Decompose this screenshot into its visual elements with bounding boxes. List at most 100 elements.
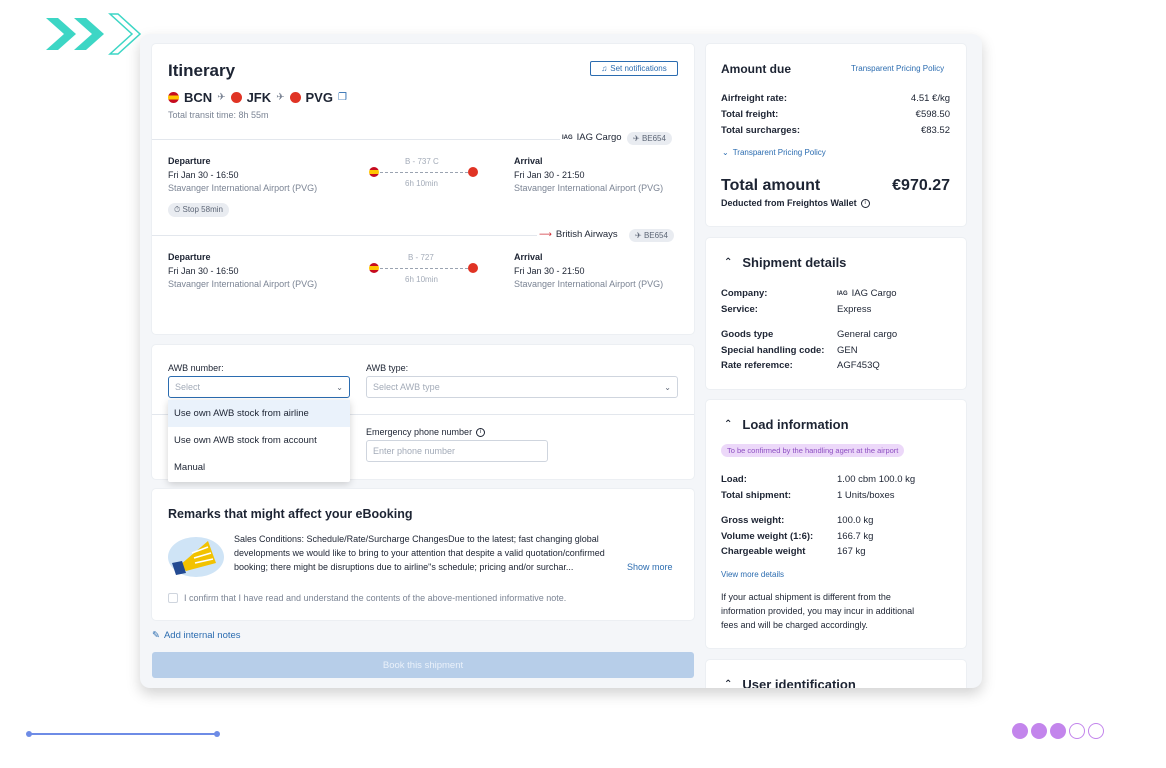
pricing-policy-expand[interactable]: ⌄ Transparent Pricing Policy xyxy=(722,148,826,157)
slider-end-handle[interactable] xyxy=(214,731,220,737)
detail-value: IAG IAG Cargo xyxy=(837,288,897,299)
set-notifications-button[interactable]: ♫ Set notifications xyxy=(590,61,678,76)
confirm-checkbox[interactable] xyxy=(168,593,178,603)
plane-icon: ✈ xyxy=(635,231,642,240)
departure-airport: Stavanger International Airport (PVG) xyxy=(168,183,318,193)
load-information-header[interactable]: ⌃ Load information xyxy=(724,417,849,432)
book-shipment-button[interactable]: Book this shipment xyxy=(152,652,694,678)
carrier-row: ⟶ British Airways xyxy=(539,229,618,240)
departure-label: Departure xyxy=(168,156,211,166)
chevron-up-icon: ⌃ xyxy=(724,679,733,688)
amount-value: €598.50 xyxy=(915,109,950,120)
confirm-label: I confirm that I have read and understan… xyxy=(184,593,567,603)
bell-icon: ♫ xyxy=(601,64,608,73)
slider-start-handle[interactable] xyxy=(26,731,32,737)
load-label: Volume weight (1:6): xyxy=(721,531,814,542)
china-flag-icon xyxy=(289,92,301,103)
british-airways-logo-icon: ⟶ xyxy=(539,229,552,239)
pager-dots xyxy=(1012,722,1132,740)
info-icon[interactable]: i xyxy=(860,198,870,208)
flight-badge: ✈ BE654 xyxy=(627,132,672,145)
pager-dot[interactable] xyxy=(1050,722,1066,739)
amount-due-title: Amount due xyxy=(721,62,791,76)
slider-fill xyxy=(29,733,217,735)
awb-card: AWB number: Select ⌄ AWB type: Select AW… xyxy=(152,345,694,482)
pager-dot[interactable] xyxy=(1012,722,1028,739)
amount-label: Total freight: xyxy=(721,109,779,120)
pricing-policy-link[interactable]: Transparent Pricing Policy xyxy=(851,64,945,73)
remarks-text-line: Sales Conditions: Schedule/Rate/Surcharg… xyxy=(234,534,599,544)
dropdown-option[interactable]: Use own AWB stock from account xyxy=(174,435,317,446)
detail-value: General cargo xyxy=(837,329,898,340)
detail-label: Company: xyxy=(721,288,768,299)
route-destination: PVG xyxy=(305,90,333,105)
emergency-phone-input[interactable]: Enter phone number xyxy=(366,440,548,462)
awb-divider xyxy=(152,414,694,415)
load-note-line: information provided, you may incur in a… xyxy=(721,606,915,616)
total-amount-value: €970.27 xyxy=(892,177,950,194)
awb-number-label: AWB number: xyxy=(168,363,224,373)
load-label: Gross weight: xyxy=(721,515,785,526)
route-stop: JFK xyxy=(246,90,272,105)
plane-icon: ✈ xyxy=(276,92,285,103)
amount-label: Total surcharges: xyxy=(721,125,801,136)
show-more-link[interactable]: Show more xyxy=(627,562,673,572)
add-internal-notes-link[interactable]: ✎ Add internal notes xyxy=(152,630,241,641)
route-origin: BCN xyxy=(184,90,213,105)
flight-path-line xyxy=(380,172,468,173)
pager-dot[interactable] xyxy=(1031,722,1047,739)
shipment-details-header[interactable]: ⌃ Shipment details xyxy=(724,255,847,270)
detail-label: Service: xyxy=(721,304,758,315)
pager-dot[interactable] xyxy=(1088,722,1104,739)
arrival-time: Fri Jan 30 - 21:50 xyxy=(514,170,585,180)
progress-slider[interactable] xyxy=(26,729,220,739)
user-identification-header[interactable]: ⌃ User identification xyxy=(724,677,856,688)
plane-icon: ✈ xyxy=(633,134,640,143)
flight-duration: 6h 10min xyxy=(405,275,438,284)
detail-value: Express xyxy=(837,304,872,315)
page-title: Itinerary xyxy=(168,61,236,80)
transit-time: Total transit time: 8h 55m xyxy=(168,110,269,120)
awb-number-dropdown: Use own AWB stock from airline Use own A… xyxy=(168,400,350,482)
flight-badge: ✈ BE654 xyxy=(629,229,674,242)
load-label: Total shipment: xyxy=(721,490,792,501)
aircraft-type: B - 727 xyxy=(408,253,434,262)
usa-flag-icon xyxy=(230,92,242,103)
copy-icon[interactable]: ❐ xyxy=(337,92,347,103)
total-amount-label: Total amount xyxy=(721,177,821,194)
pencil-icon: ✎ xyxy=(152,630,160,641)
detail-value: AGF453Q xyxy=(837,360,880,371)
departure-time: Fri Jan 30 - 16:50 xyxy=(168,266,239,276)
destination-flag-icon xyxy=(468,167,478,177)
shipment-details-card: ⌃ Shipment details Company: IAG IAG Carg… xyxy=(706,238,966,389)
awb-number-select[interactable]: Select ⌄ xyxy=(168,376,350,398)
destination-flag-icon xyxy=(468,263,478,273)
chevron-up-icon: ⌃ xyxy=(724,419,733,430)
carrier-name: IAG Cargo xyxy=(576,132,622,143)
awb-type-label: AWB type: xyxy=(366,363,409,373)
view-more-details-link[interactable]: View more details xyxy=(721,570,784,579)
amount-value: 4.51 €/kg xyxy=(910,93,950,104)
app-window: Itinerary ♫ Set notifications BCN ✈ JFK … xyxy=(140,34,982,688)
load-value: 1 Units/boxes xyxy=(837,490,895,501)
iag-logo-icon: IAG xyxy=(562,134,573,141)
aircraft-type: B - 737 C xyxy=(405,157,439,166)
chevron-down-icon: ⌄ xyxy=(664,382,671,392)
origin-flag-icon xyxy=(369,263,379,273)
arrival-label: Arrival xyxy=(514,156,543,166)
pager-dot[interactable] xyxy=(1069,722,1085,739)
flight-path-line xyxy=(380,268,468,269)
info-icon[interactable]: i xyxy=(476,427,486,437)
arrival-label: Arrival xyxy=(514,252,543,262)
departure-label: Departure xyxy=(168,252,211,262)
dropdown-option[interactable]: Use own AWB stock from airline xyxy=(168,400,350,427)
iag-logo-icon: IAG xyxy=(837,290,848,297)
load-note-line: fees and will be charged accordingly. xyxy=(721,620,868,630)
flight-duration: 6h 10min xyxy=(405,179,438,188)
detail-label: Special handling code: xyxy=(721,345,825,356)
leg-divider xyxy=(152,139,560,140)
load-label: Chargeable weight xyxy=(721,546,806,557)
origin-flag-icon xyxy=(369,167,379,177)
dropdown-option[interactable]: Manual xyxy=(174,462,206,473)
awb-type-select[interactable]: Select AWB type ⌄ xyxy=(366,376,678,398)
